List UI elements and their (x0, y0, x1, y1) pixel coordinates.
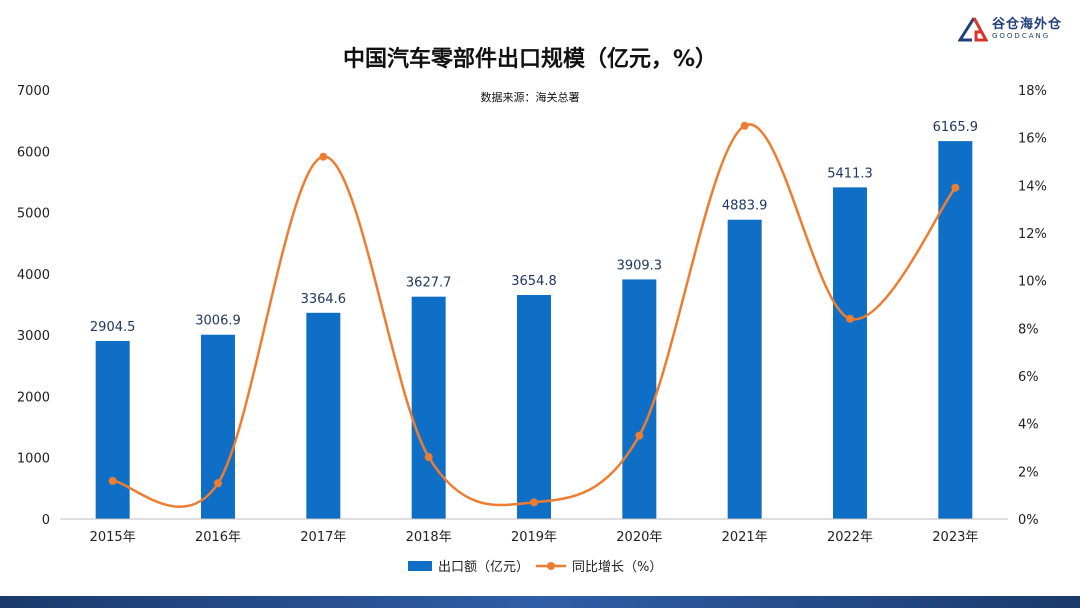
bar (517, 295, 551, 519)
x-tick-label: 2021年 (722, 530, 768, 545)
y-right-tick-label: 6% (1018, 370, 1039, 385)
legend-bar-swatch (408, 561, 432, 571)
bar-data-label: 3909.3 (617, 258, 663, 273)
y-right-tick-label: 12% (1018, 227, 1047, 242)
y-right-tick-label: 18% (1018, 84, 1047, 99)
brand-name-cn: 谷仓海外仓 (991, 17, 1062, 32)
growth-line-point (635, 431, 644, 440)
bar (306, 312, 341, 519)
x-tick-label: 2015年 (90, 530, 136, 545)
y-right-axis: 0% 2% 4% 6% 8% 10% 12% 14% 16% 18% (1018, 84, 1047, 528)
y-left-tick-label: 6000 (17, 145, 50, 160)
y-right-tick-label: 10% (1018, 275, 1047, 290)
y-right-tick-label: 2% (1018, 465, 1039, 480)
bar-data-label: 5411.3 (827, 166, 873, 181)
y-right-tick-label: 0% (1018, 513, 1039, 528)
x-tick-label: 2020年 (616, 530, 662, 545)
x-tick-label: 2022年 (827, 530, 873, 545)
bar-data-label: 6165.9 (933, 120, 979, 135)
chart-title: 中国汽车零部件出口规模（亿元，%） (343, 46, 717, 72)
bar (201, 334, 235, 519)
bar (938, 141, 973, 519)
growth-line-point (108, 476, 117, 485)
legend-bar-label: 出口额（亿元） (438, 560, 529, 575)
x-tick-label: 2019年 (511, 530, 557, 545)
x-axis: 2015年 2016年 2017年 2018年 2019年 2020年 2021年 2022年… (60, 518, 1008, 545)
bar-data-label: 3006.9 (195, 314, 241, 329)
y-left-tick-label: 7000 (17, 84, 50, 99)
bar-data-label: 3654.8 (511, 274, 557, 289)
brand-name-en: GOODCANG (991, 32, 1051, 40)
growth-line-series (108, 121, 960, 508)
chart-subtitle: 数据来源：海关总署 (481, 90, 580, 104)
y-left-axis: 0 1000 2000 3000 4000 5000 6000 7000 (17, 84, 50, 528)
bar-data-label: 3364.6 (301, 292, 347, 307)
bar (622, 279, 657, 519)
growth-line-point (846, 314, 854, 323)
y-right-tick-label: 16% (1018, 132, 1047, 147)
growth-line-point (740, 121, 749, 130)
bar (727, 219, 762, 519)
y-left-tick-label: 3000 (17, 329, 50, 344)
y-right-tick-label: 14% (1018, 179, 1047, 194)
y-left-tick-label: 4000 (17, 268, 50, 283)
y-right-tick-label: 4% (1018, 418, 1039, 433)
y-left-tick-label: 5000 (17, 207, 50, 222)
x-tick-label: 2023年 (932, 530, 978, 545)
growth-line-point (319, 152, 328, 161)
brand-logo: 谷仓海外仓 GOODCANG (957, 16, 1062, 42)
growth-line-point (214, 479, 222, 488)
bar-data-labels: 2904.5 3006.9 3364.6 3627.7 3654.8 3909.3 4883… (90, 120, 978, 335)
legend: 出口额（亿元） 同比增长（%） (408, 560, 662, 575)
bar (833, 187, 867, 519)
legend-line-label: 同比增长（%） (572, 560, 662, 575)
x-tick-label: 2018年 (406, 530, 452, 545)
x-tick-label: 2016年 (195, 530, 241, 545)
bar (411, 296, 446, 519)
bar-data-label: 3627.7 (406, 276, 452, 291)
y-left-tick-label: 0 (42, 513, 50, 528)
y-right-tick-label: 8% (1018, 322, 1039, 337)
bar-data-label: 2904.5 (90, 320, 136, 335)
bottom-decor-bar (0, 596, 1080, 608)
legend-line-marker (547, 562, 555, 570)
y-left-tick-label: 2000 (17, 390, 50, 405)
x-tick-label: 2017年 (300, 530, 346, 545)
bar-series (95, 141, 973, 519)
growth-line-point (530, 498, 538, 507)
bar-data-label: 4883.9 (722, 199, 768, 214)
bar (95, 340, 130, 519)
growth-line-point (424, 453, 433, 462)
growth-line-point (951, 183, 960, 192)
y-left-tick-label: 1000 (17, 452, 50, 467)
gc-logo-icon (957, 17, 988, 42)
